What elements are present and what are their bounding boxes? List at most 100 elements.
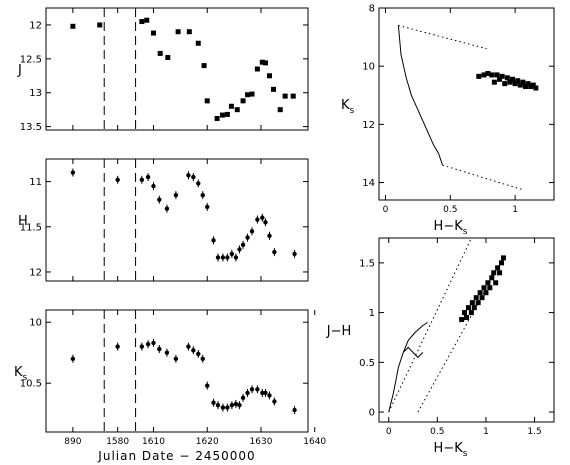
- data-point: [468, 310, 474, 316]
- x-tick-label: 0: [383, 205, 389, 215]
- data-point: [97, 22, 103, 28]
- x-axis-label: H−Ks: [434, 441, 468, 459]
- data-point: [157, 50, 163, 56]
- y-tick-label: 12.5: [20, 54, 42, 65]
- data-point: [262, 60, 268, 66]
- data-point: [115, 177, 120, 182]
- data-point: [196, 181, 201, 186]
- data-point: [204, 98, 210, 104]
- reddening-line: [398, 25, 487, 50]
- data-point: [205, 383, 210, 388]
- data-point: [139, 344, 145, 349]
- data-point: [494, 72, 500, 78]
- y-axis-label: J: [17, 63, 22, 78]
- data-point: [528, 84, 534, 90]
- y-axis-label-sub: s: [23, 373, 28, 383]
- data-point: [249, 91, 255, 97]
- x-axis-label: H−Ks: [434, 219, 468, 237]
- data-point: [500, 255, 506, 261]
- data-point: [201, 63, 207, 69]
- data-point: [290, 93, 296, 99]
- y-axis-label-sub: s: [350, 106, 355, 116]
- data-point: [525, 81, 531, 87]
- data-point: [145, 174, 151, 180]
- data-point: [175, 29, 181, 35]
- x-tick-label: 1: [512, 205, 518, 215]
- data-point: [292, 407, 297, 413]
- data-point: [522, 84, 528, 90]
- data-point: [228, 103, 234, 109]
- data-point: [233, 401, 239, 407]
- y-tick-label: 8: [369, 4, 375, 15]
- x-axis-label-main: H−K: [434, 441, 464, 456]
- x-axis-label-sub: s: [463, 227, 468, 237]
- y-axis-label: J−H: [326, 324, 352, 339]
- data-point: [191, 348, 196, 353]
- data-point: [139, 177, 145, 182]
- data-point: [254, 66, 260, 72]
- data-point: [471, 305, 477, 311]
- data-point: [272, 249, 277, 255]
- data-point: [245, 390, 250, 396]
- y-tick-label: 13: [29, 88, 42, 99]
- data-point: [151, 340, 156, 346]
- locus-line: [397, 25, 443, 166]
- data-point: [164, 206, 170, 211]
- data-point: [530, 82, 536, 88]
- data-point: [234, 107, 240, 113]
- data-point: [237, 247, 242, 252]
- y-axis-label: H: [18, 214, 28, 229]
- locus-line: [388, 322, 428, 413]
- y-tick-label: 12: [29, 20, 42, 31]
- reddening-line: [442, 164, 524, 191]
- plot-frame: [45, 7, 309, 131]
- plot-frame: [378, 7, 555, 201]
- y-tick-label: 0.5: [359, 358, 375, 369]
- data-point: [200, 356, 205, 361]
- data-point: [481, 285, 487, 291]
- x-tick-label: 0.5: [430, 427, 444, 437]
- y-tick-label: 10.5: [20, 379, 42, 390]
- data-point: [237, 402, 242, 408]
- data-point: [233, 255, 239, 260]
- data-point: [479, 295, 485, 301]
- x-tick-label: 1630: [250, 437, 273, 447]
- data-point: [195, 40, 201, 46]
- data-point: [249, 229, 255, 234]
- y-tick-label: 12: [29, 267, 42, 278]
- data-point: [282, 93, 288, 99]
- data-point: [196, 351, 201, 357]
- data-point: [219, 112, 225, 118]
- plot-frame: [45, 158, 309, 282]
- data-point: [259, 59, 265, 65]
- data-point: [465, 305, 471, 311]
- data-point: [151, 183, 156, 189]
- data-point: [225, 255, 230, 260]
- y-tick-label: 1: [369, 308, 375, 319]
- y-tick-label: 11.5: [20, 222, 42, 233]
- data-point: [277, 107, 283, 113]
- data-point: [224, 111, 230, 117]
- data-point: [510, 76, 516, 82]
- data-point: [477, 290, 483, 296]
- data-point: [489, 72, 495, 78]
- data-point: [70, 356, 76, 361]
- data-point: [255, 387, 260, 392]
- plot-frame: [45, 309, 309, 433]
- data-point: [520, 79, 526, 85]
- data-point: [512, 81, 518, 87]
- data-point: [485, 70, 491, 76]
- y-axis-label-main: K: [14, 365, 23, 380]
- data-point: [220, 405, 226, 410]
- data-point: [476, 73, 482, 79]
- data-point: [507, 79, 513, 85]
- data-point: [502, 81, 508, 87]
- light-curve-h-panel: 11 11.5 12 H: [18, 158, 309, 282]
- data-point: [464, 315, 469, 321]
- data-point: [165, 54, 171, 60]
- data-point: [263, 390, 268, 396]
- data-point: [215, 255, 221, 260]
- data-point: [245, 235, 250, 240]
- data-point: [157, 197, 162, 202]
- data-point: [497, 270, 503, 276]
